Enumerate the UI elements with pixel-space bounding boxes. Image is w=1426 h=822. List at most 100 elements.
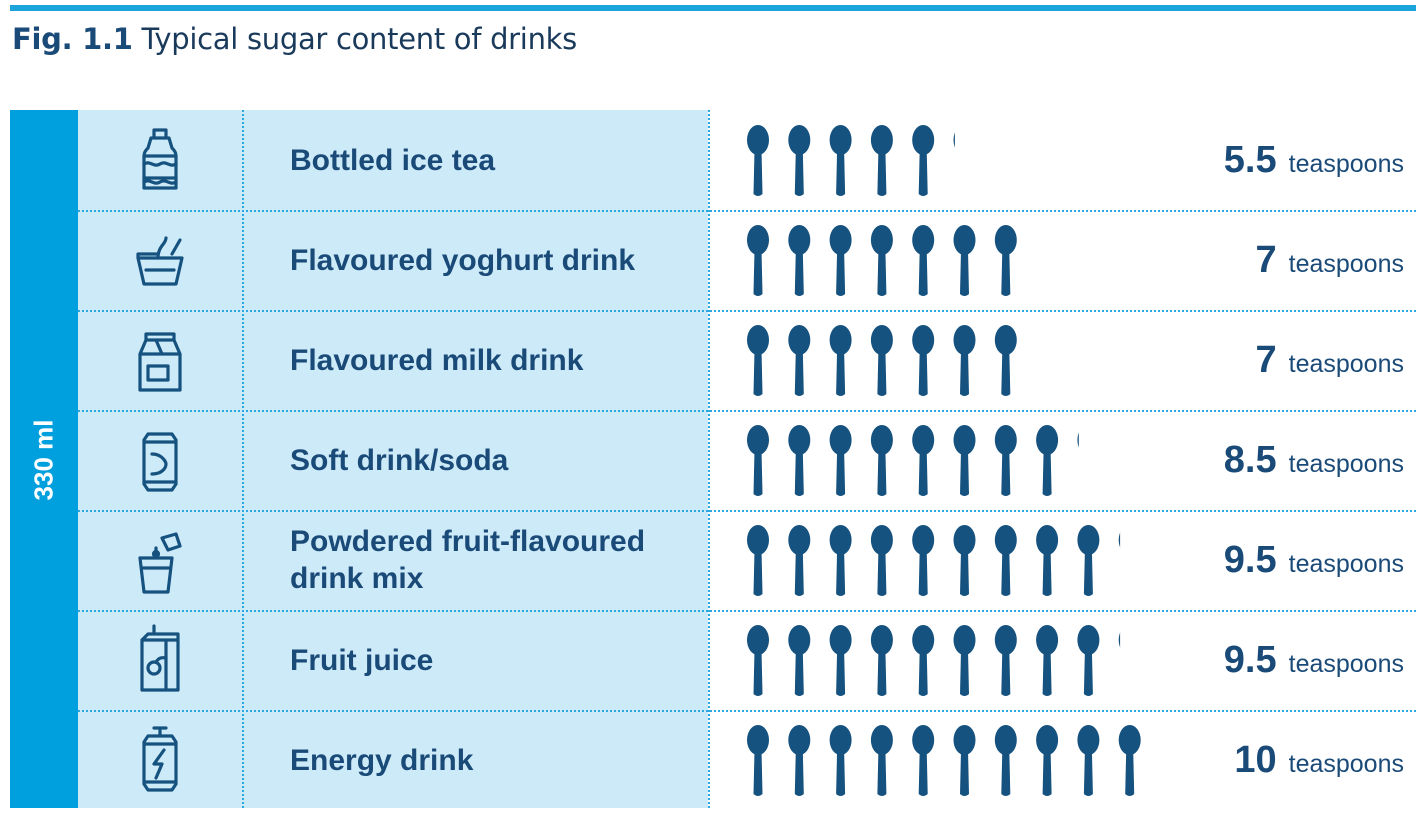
spoon-mark [994, 525, 1017, 596]
yoghurt-cup-icon [118, 224, 202, 296]
value-label: 9.5 teaspoons [1224, 510, 1404, 610]
spoon-mark [1077, 525, 1100, 596]
spoon-mark [1077, 625, 1100, 696]
spoon-mark [829, 625, 852, 696]
spoon-mark [912, 725, 935, 796]
spoon-mark [870, 225, 893, 296]
spoon-mark [912, 125, 935, 196]
teaspoon-bar [728, 410, 1168, 510]
spoon-mark [870, 125, 893, 196]
spoon-mark [1036, 725, 1059, 796]
value-unit: teaspoons [1288, 549, 1404, 578]
teaspoon-bar [728, 310, 1168, 410]
table-row: Bottled ice tea 5.5 teaspoons [78, 110, 1416, 210]
spoon-mark [788, 225, 811, 296]
row-divider [78, 310, 1416, 312]
figure-title-text: Typical sugar content of drinks [141, 22, 578, 56]
column-divider-icon [242, 110, 244, 808]
drink-label: Soft drink/soda [290, 443, 509, 477]
row-divider [78, 410, 1416, 412]
spoon-mark [994, 225, 1017, 296]
half-spoon-mark [1077, 432, 1079, 448]
teaspoon-bar [728, 110, 1168, 210]
value-label: 9.5 teaspoons [1224, 610, 1404, 710]
category-background [78, 110, 708, 808]
teaspoon-bar [728, 510, 1168, 610]
table-row: Flavoured milk drink 7 teaspoons [78, 310, 1416, 410]
spoon-mark [912, 625, 935, 696]
drink-label: Bottled ice tea [290, 143, 496, 177]
value-number: 8.5 [1223, 438, 1277, 481]
spoon-mark [788, 525, 811, 596]
value-label: 7 teaspoons [1255, 310, 1404, 410]
spoon-mark [870, 625, 893, 696]
spoon-mark [870, 525, 893, 596]
value-unit: teaspoons [1288, 149, 1404, 178]
value-unit: teaspoons [1288, 249, 1404, 278]
spoon-mark [788, 125, 811, 196]
juice-box-icon [118, 624, 202, 696]
drink-label: Energy drink [290, 743, 474, 777]
spoon-mark [829, 525, 852, 596]
spoon-mark [747, 525, 769, 596]
value-number: 10 [1234, 738, 1277, 781]
spoon-mark [912, 225, 935, 296]
value-unit: teaspoons [1288, 449, 1404, 478]
spoon-mark [747, 125, 769, 196]
table-row: Soft drink/soda 8.5 teaspoons [78, 410, 1416, 510]
teaspoon-bar [728, 210, 1168, 310]
value-label: 8.5 teaspoons [1224, 410, 1404, 510]
spoon-mark [747, 325, 769, 396]
spoon-mark [994, 425, 1017, 496]
table-row: Flavoured yoghurt drink 7 teaspoons [78, 210, 1416, 310]
spoon-mark [1118, 725, 1141, 796]
value-label: 10 teaspoons [1234, 710, 1404, 810]
top-rule [10, 5, 1416, 11]
value-number: 9.5 [1223, 538, 1277, 581]
table-row: Powdered fruit-flavoured drink mix 9.5 tea… [78, 510, 1416, 610]
spoon-mark [994, 625, 1017, 696]
spoon-mark [912, 525, 935, 596]
figure-label: Fig. 1.1 [12, 22, 133, 56]
row-divider [78, 710, 1416, 712]
spoon-mark [788, 725, 811, 796]
value-unit: teaspoons [1288, 649, 1404, 678]
teaspoon-bar [728, 610, 1168, 710]
soda-can-icon [118, 424, 202, 496]
row-divider [78, 210, 1416, 212]
value-number: 9.5 [1223, 638, 1277, 681]
spoon-mark [788, 625, 811, 696]
spoon-mark [829, 125, 852, 196]
drink-label: Powdered fruit-flavoured drink mix [290, 525, 646, 595]
spoon-mark [1036, 425, 1059, 496]
energy-can-icon [118, 724, 202, 796]
spoon-mark [788, 325, 811, 396]
spoon-mark [994, 325, 1017, 396]
value-number: 7 [1255, 338, 1277, 381]
teaspoon-bar [728, 710, 1168, 810]
spoon-mark [829, 425, 852, 496]
spoon-mark [870, 725, 893, 796]
spoon-mark [953, 725, 976, 796]
spoon-mark [953, 625, 976, 696]
spoon-mark [747, 225, 769, 296]
spoon-mark [1036, 625, 1059, 696]
bottle-icon [118, 124, 202, 196]
spoon-mark [1036, 525, 1059, 596]
value-label: 7 teaspoons [1255, 210, 1404, 310]
glass-sachet-icon [118, 524, 202, 596]
spoon-mark [788, 425, 811, 496]
table-row: Fruit juice 9.5 teaspoons [78, 610, 1416, 710]
row-divider [78, 510, 1416, 512]
spoon-mark [747, 425, 769, 496]
value-number: 7 [1255, 238, 1277, 281]
row-divider [78, 610, 1416, 612]
figure-title: Fig. 1.1 Typical sugar content of drinks [12, 22, 577, 56]
spoon-mark [953, 225, 976, 296]
table-row: Energy drink 10 teaspoons [78, 710, 1416, 810]
spoon-mark [953, 325, 976, 396]
milk-carton-icon [118, 324, 202, 396]
spoon-mark [870, 425, 893, 496]
drink-label: Fruit juice [290, 643, 434, 677]
drink-label: Flavoured milk drink [290, 343, 584, 377]
